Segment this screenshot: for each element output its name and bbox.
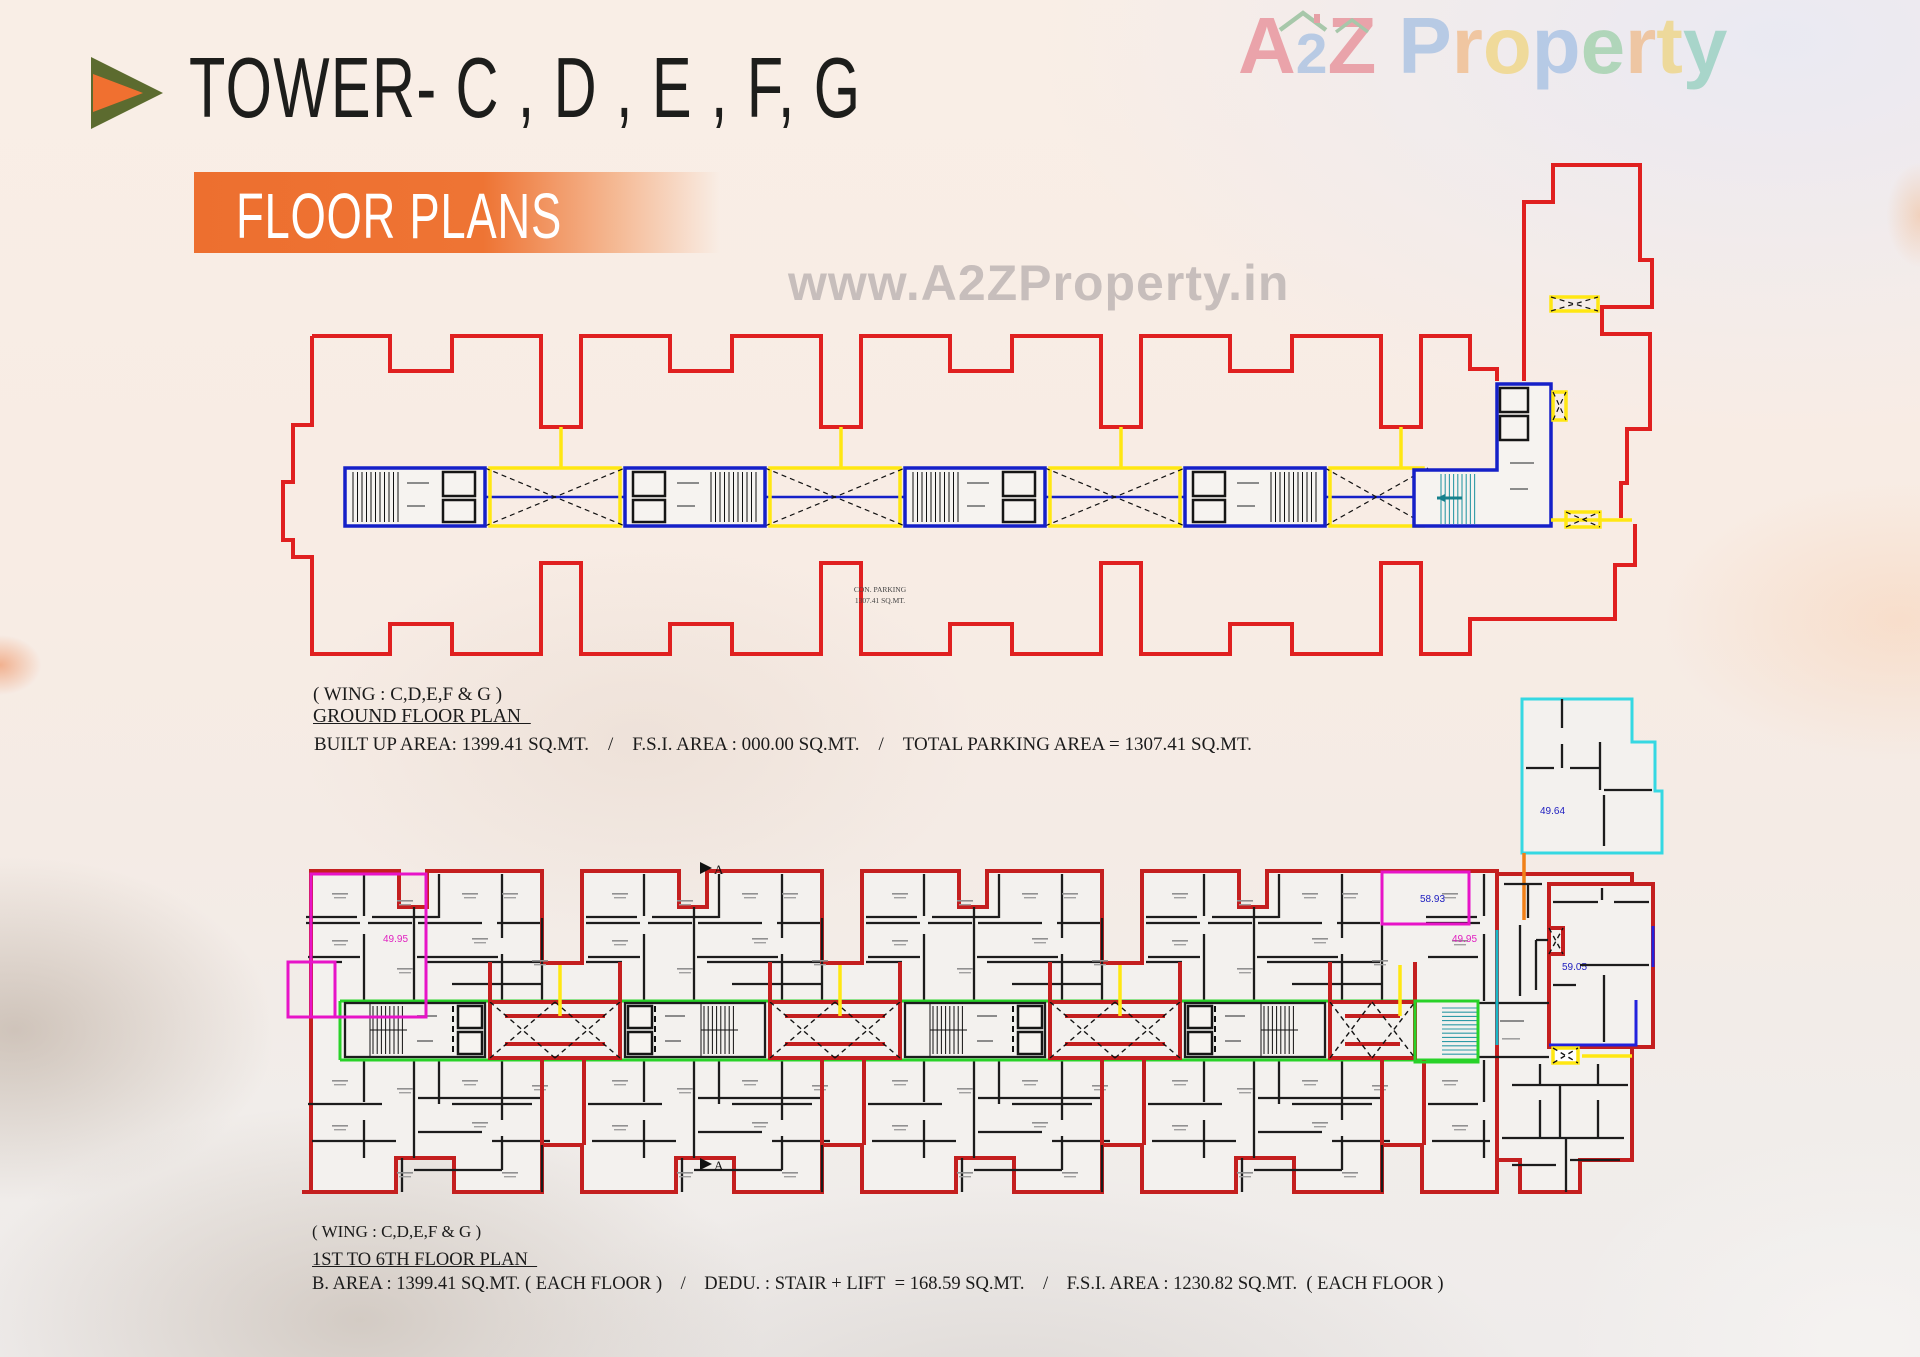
svg-text:1307.41 SQ.MT.: 1307.41 SQ.MT. (855, 596, 905, 605)
svg-text:49.95: 49.95 (1452, 934, 1477, 945)
svg-text:59.05: 59.05 (1562, 962, 1587, 973)
svg-text:A: A (714, 1158, 724, 1173)
svg-text:CON. PARKING: CON. PARKING (854, 585, 907, 594)
svg-text:A: A (714, 862, 724, 877)
svg-text:49.95: 49.95 (383, 934, 408, 945)
svg-text:58.93: 58.93 (1420, 894, 1445, 905)
svg-text:49.64: 49.64 (1540, 806, 1565, 817)
